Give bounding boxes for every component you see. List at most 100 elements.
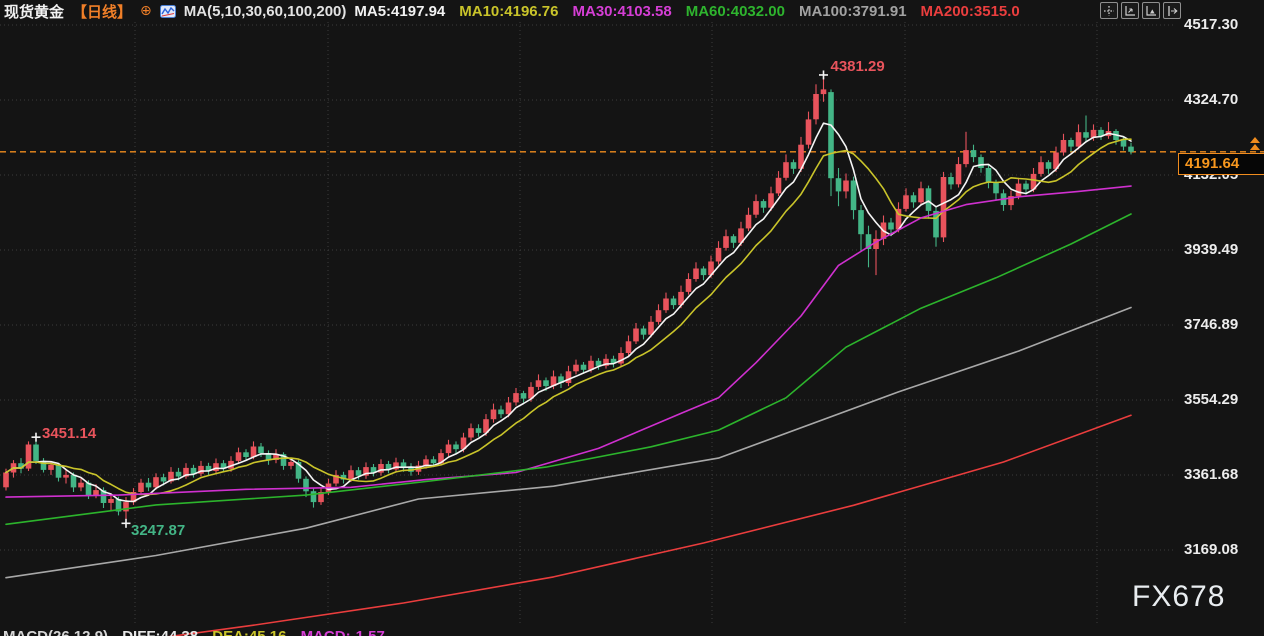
candle — [48, 464, 54, 470]
ma60-legend: MA60:4032.00 — [685, 2, 785, 20]
add-indicator-icon[interactable]: ⊕ — [140, 3, 152, 19]
candle — [513, 393, 519, 403]
axis-tick-label: 4324.70 — [1184, 91, 1239, 108]
candle — [100, 490, 107, 503]
candle — [1120, 140, 1127, 147]
shift-right-button[interactable] — [1163, 2, 1181, 19]
candle — [693, 268, 699, 279]
ma-params-label: MA(5,10,30,60,100,200) — [183, 2, 347, 20]
mini-chart-icon — [159, 4, 176, 18]
candle — [475, 428, 482, 433]
candle — [423, 459, 429, 466]
candle — [453, 444, 459, 450]
candle — [813, 94, 819, 120]
candle — [978, 157, 984, 168]
candle — [873, 238, 879, 249]
candle — [1098, 129, 1104, 137]
candle — [745, 214, 752, 229]
candle — [265, 453, 272, 461]
pan-tool-icon — [1104, 5, 1114, 16]
candle — [790, 162, 797, 169]
candle — [385, 464, 392, 470]
candle — [430, 459, 437, 464]
candle — [715, 247, 722, 262]
candle — [865, 234, 872, 249]
candle — [393, 462, 399, 470]
candle — [33, 444, 39, 461]
candle — [190, 467, 197, 474]
candle — [438, 453, 444, 464]
candle — [213, 463, 219, 471]
candle — [1045, 162, 1052, 169]
candle — [70, 474, 77, 488]
candle — [970, 150, 977, 158]
candle — [580, 364, 587, 370]
candle — [280, 454, 287, 466]
macd-legend: MACD(26,12,9) DIFF:44.38 DEA:45.16 MACD:… — [3, 628, 395, 636]
candle — [708, 261, 714, 276]
fit-scale-right-button[interactable] — [1142, 2, 1160, 19]
candle — [918, 188, 924, 203]
candle — [498, 409, 504, 415]
candle — [543, 380, 549, 387]
candle — [18, 463, 24, 469]
period-label[interactable]: 【日线】 — [72, 3, 133, 21]
candle — [130, 492, 137, 503]
candle — [145, 482, 152, 488]
candle — [550, 376, 557, 387]
candle — [1068, 140, 1074, 147]
ma200-line — [167, 414, 1132, 636]
candle — [640, 328, 647, 335]
candle — [843, 180, 849, 192]
fit-scale-left-button[interactable] — [1121, 2, 1139, 19]
candle — [505, 402, 512, 415]
candle — [805, 119, 812, 145]
extreme-cross-icon — [819, 70, 828, 80]
symbol-name: 现货黄金 — [4, 3, 65, 21]
axis-tick-label: 3554.29 — [1184, 391, 1239, 408]
candle — [400, 462, 407, 468]
candle — [858, 210, 864, 235]
candle — [1053, 152, 1059, 169]
candle — [228, 460, 234, 469]
candle — [198, 465, 204, 474]
candle — [940, 177, 947, 238]
candle — [243, 452, 249, 457]
candle — [355, 470, 362, 476]
pan-tool-button[interactable] — [1100, 2, 1118, 19]
candle — [220, 463, 227, 469]
ma5-legend: MA5:4197.94 — [354, 2, 446, 20]
candle — [175, 471, 182, 477]
candle — [910, 195, 917, 203]
axis-tick-label: 3169.08 — [1184, 541, 1239, 558]
ma10-line — [5, 138, 1132, 496]
macd-diff-value: DIFF:44.38 — [122, 628, 198, 636]
candle — [535, 380, 542, 387]
candle — [963, 150, 969, 165]
candle — [1023, 183, 1029, 190]
candle — [565, 371, 572, 383]
candle — [370, 467, 377, 473]
candle — [700, 268, 707, 276]
candle — [730, 236, 737, 243]
candle — [798, 144, 804, 169]
candle — [948, 177, 954, 185]
candle — [1015, 183, 1022, 197]
candle — [378, 464, 384, 473]
macd-params-label: MACD(26,12,9) — [3, 628, 108, 636]
candle — [483, 419, 489, 433]
candle — [903, 195, 909, 209]
candle — [933, 210, 939, 238]
candle — [115, 499, 122, 512]
candle — [993, 182, 999, 194]
candle — [490, 409, 497, 420]
current-price-marker-icon — [1250, 137, 1260, 150]
candle — [63, 474, 69, 478]
candle — [340, 474, 347, 480]
candle — [985, 168, 992, 183]
candle — [1008, 196, 1014, 206]
candle — [895, 208, 902, 230]
candle — [363, 467, 369, 476]
